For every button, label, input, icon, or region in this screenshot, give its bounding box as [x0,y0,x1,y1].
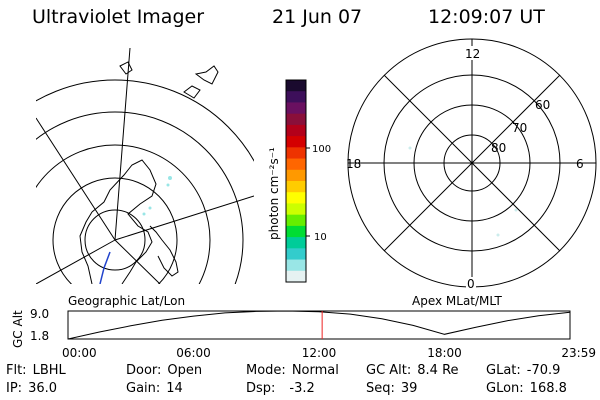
door-value: Open [167,363,203,378]
colorbar-tick-label: 10 [314,232,327,243]
glon-info: GLon: 168.8 [486,381,567,396]
colorbar-cell [286,203,306,216]
glon-value: 168.8 [529,381,567,396]
lat-circle [84,209,146,271]
colorbar-cell [286,214,306,227]
altitude-ytick: 1.8 [30,329,49,343]
mode-value: Normal [291,363,339,378]
lat-circle [36,111,244,284]
map-frame-edge [36,48,254,284]
colorbar-cell [286,248,306,261]
colorbar-label: photon cm⁻²s⁻¹ [267,147,281,240]
gain-info: Gain: 14 [126,381,183,396]
filter-label: Flt: [6,363,27,378]
peninsula-coastline [149,225,179,277]
mlt-label-0: 0 [467,277,475,291]
gcalt-value: 8.4 Re [417,363,459,378]
colorbar: 100 10 photon cm⁻²s⁻¹ [267,79,331,283]
gain-value: 14 [166,381,183,396]
colorbar-cell [286,237,306,249]
gcalt-info: GC Alt: 8.4 Re [366,363,459,378]
tasmania-coastline [119,61,133,75]
ip-info: IP: 36.0 [6,381,57,396]
mlt-label-12: 12 [465,47,480,61]
altitude-ytick: 9.0 [30,307,49,321]
colorbar-cell [286,225,306,238]
date-label: 21 Jun 07 [272,6,363,28]
mlt-line [383,74,561,252]
right-panel-label: Apex MLat/MLT [412,294,502,308]
lon-line [114,239,161,284]
colorbar-frame [285,79,307,283]
glat-info: GLat: -70.9 [486,363,560,378]
aurora-emission [408,146,518,237]
geographic-map-panel [36,48,254,284]
seq-label: Seq: [366,381,395,396]
mlat-label-60: 60 [535,98,550,112]
gcalt-label: GC Alt: [366,363,412,378]
colorbar-cell [286,192,306,205]
mlat-label-70: 70 [512,121,527,135]
door-info: Door: Open [126,363,202,378]
colorbar-cell [286,136,306,148]
gain-label: Gain: [126,381,161,396]
colorbar-cell [286,102,306,115]
dsp-value: -3.2 [289,381,315,396]
altitude-plot-frame [67,310,571,340]
mode-info: Mode: Normal [246,363,339,378]
lon-line [36,239,116,284]
filter-value: LBHL [32,363,66,378]
lat-circle [52,177,178,284]
ip-value: 36.0 [28,381,58,396]
polar-labels: 12 18 6 0 60 70 80 [346,46,584,291]
colorbar-cell [286,147,306,160]
instrument-title: Ultraviolet Imager [32,6,205,28]
colorbar-cell [286,259,306,272]
mode-label: Mode: [246,363,286,378]
dsp-info: Dsp: -3.2 [246,381,315,396]
glat-label: GLat: [486,363,521,378]
lon-line [36,117,116,241]
altitude-xtick-label: 18:00 [427,346,462,360]
colorbar-cell [286,169,306,182]
altitude-series-line [68,311,570,339]
altitude-xtick-label: 06:00 [176,346,211,360]
glat-value: -70.9 [526,363,561,378]
satellite-track [99,251,111,284]
lon-line [114,48,131,241]
colorbar-cell [286,124,306,137]
lat-circle [36,79,254,162]
colorbar-cell [286,270,306,283]
seq-info: Seq: 39 [366,381,417,396]
mlt-label-18: 18 [346,157,361,171]
door-label: Door: [126,363,162,378]
colorbar-cell [286,113,306,126]
lon-line [114,195,254,241]
colorbar-cell [286,91,306,104]
mlt-label-6: 6 [576,157,584,171]
colorbar-cell [286,181,306,193]
aurora-emission [142,176,172,216]
altitude-ylabel: GC Alt [11,310,25,348]
new-zealand-coastline [183,65,219,99]
ip-label: IP: [6,381,23,396]
seq-value: 39 [400,381,418,396]
colorbar-cell [286,80,306,92]
glon-label: GLon: [486,381,524,396]
altitude-xtick-label: 12:00 [302,346,337,360]
dsp-label: Dsp: [246,381,276,396]
time-label: 12:09:07 UT [428,6,545,28]
altitude-xtick-label: 00:00 [62,346,97,360]
altitude-xtick-label: 23:59 [561,346,596,360]
colorbar-tick-label: 100 [312,144,331,155]
colorbar-cell [286,158,306,171]
lat-circle [36,144,211,284]
mlat-label-80: 80 [491,141,506,155]
antarctica-coastline [79,159,157,284]
filter-info: Flt: LBHL [6,363,66,378]
altitude-plot: GC Alt 9.0 1.8 00:00 06:00 12:00 18:00 23:59 [11,307,596,360]
left-panel-label: Geographic Lat/Lon [68,294,185,308]
polar-mlt-panel [347,38,597,288]
